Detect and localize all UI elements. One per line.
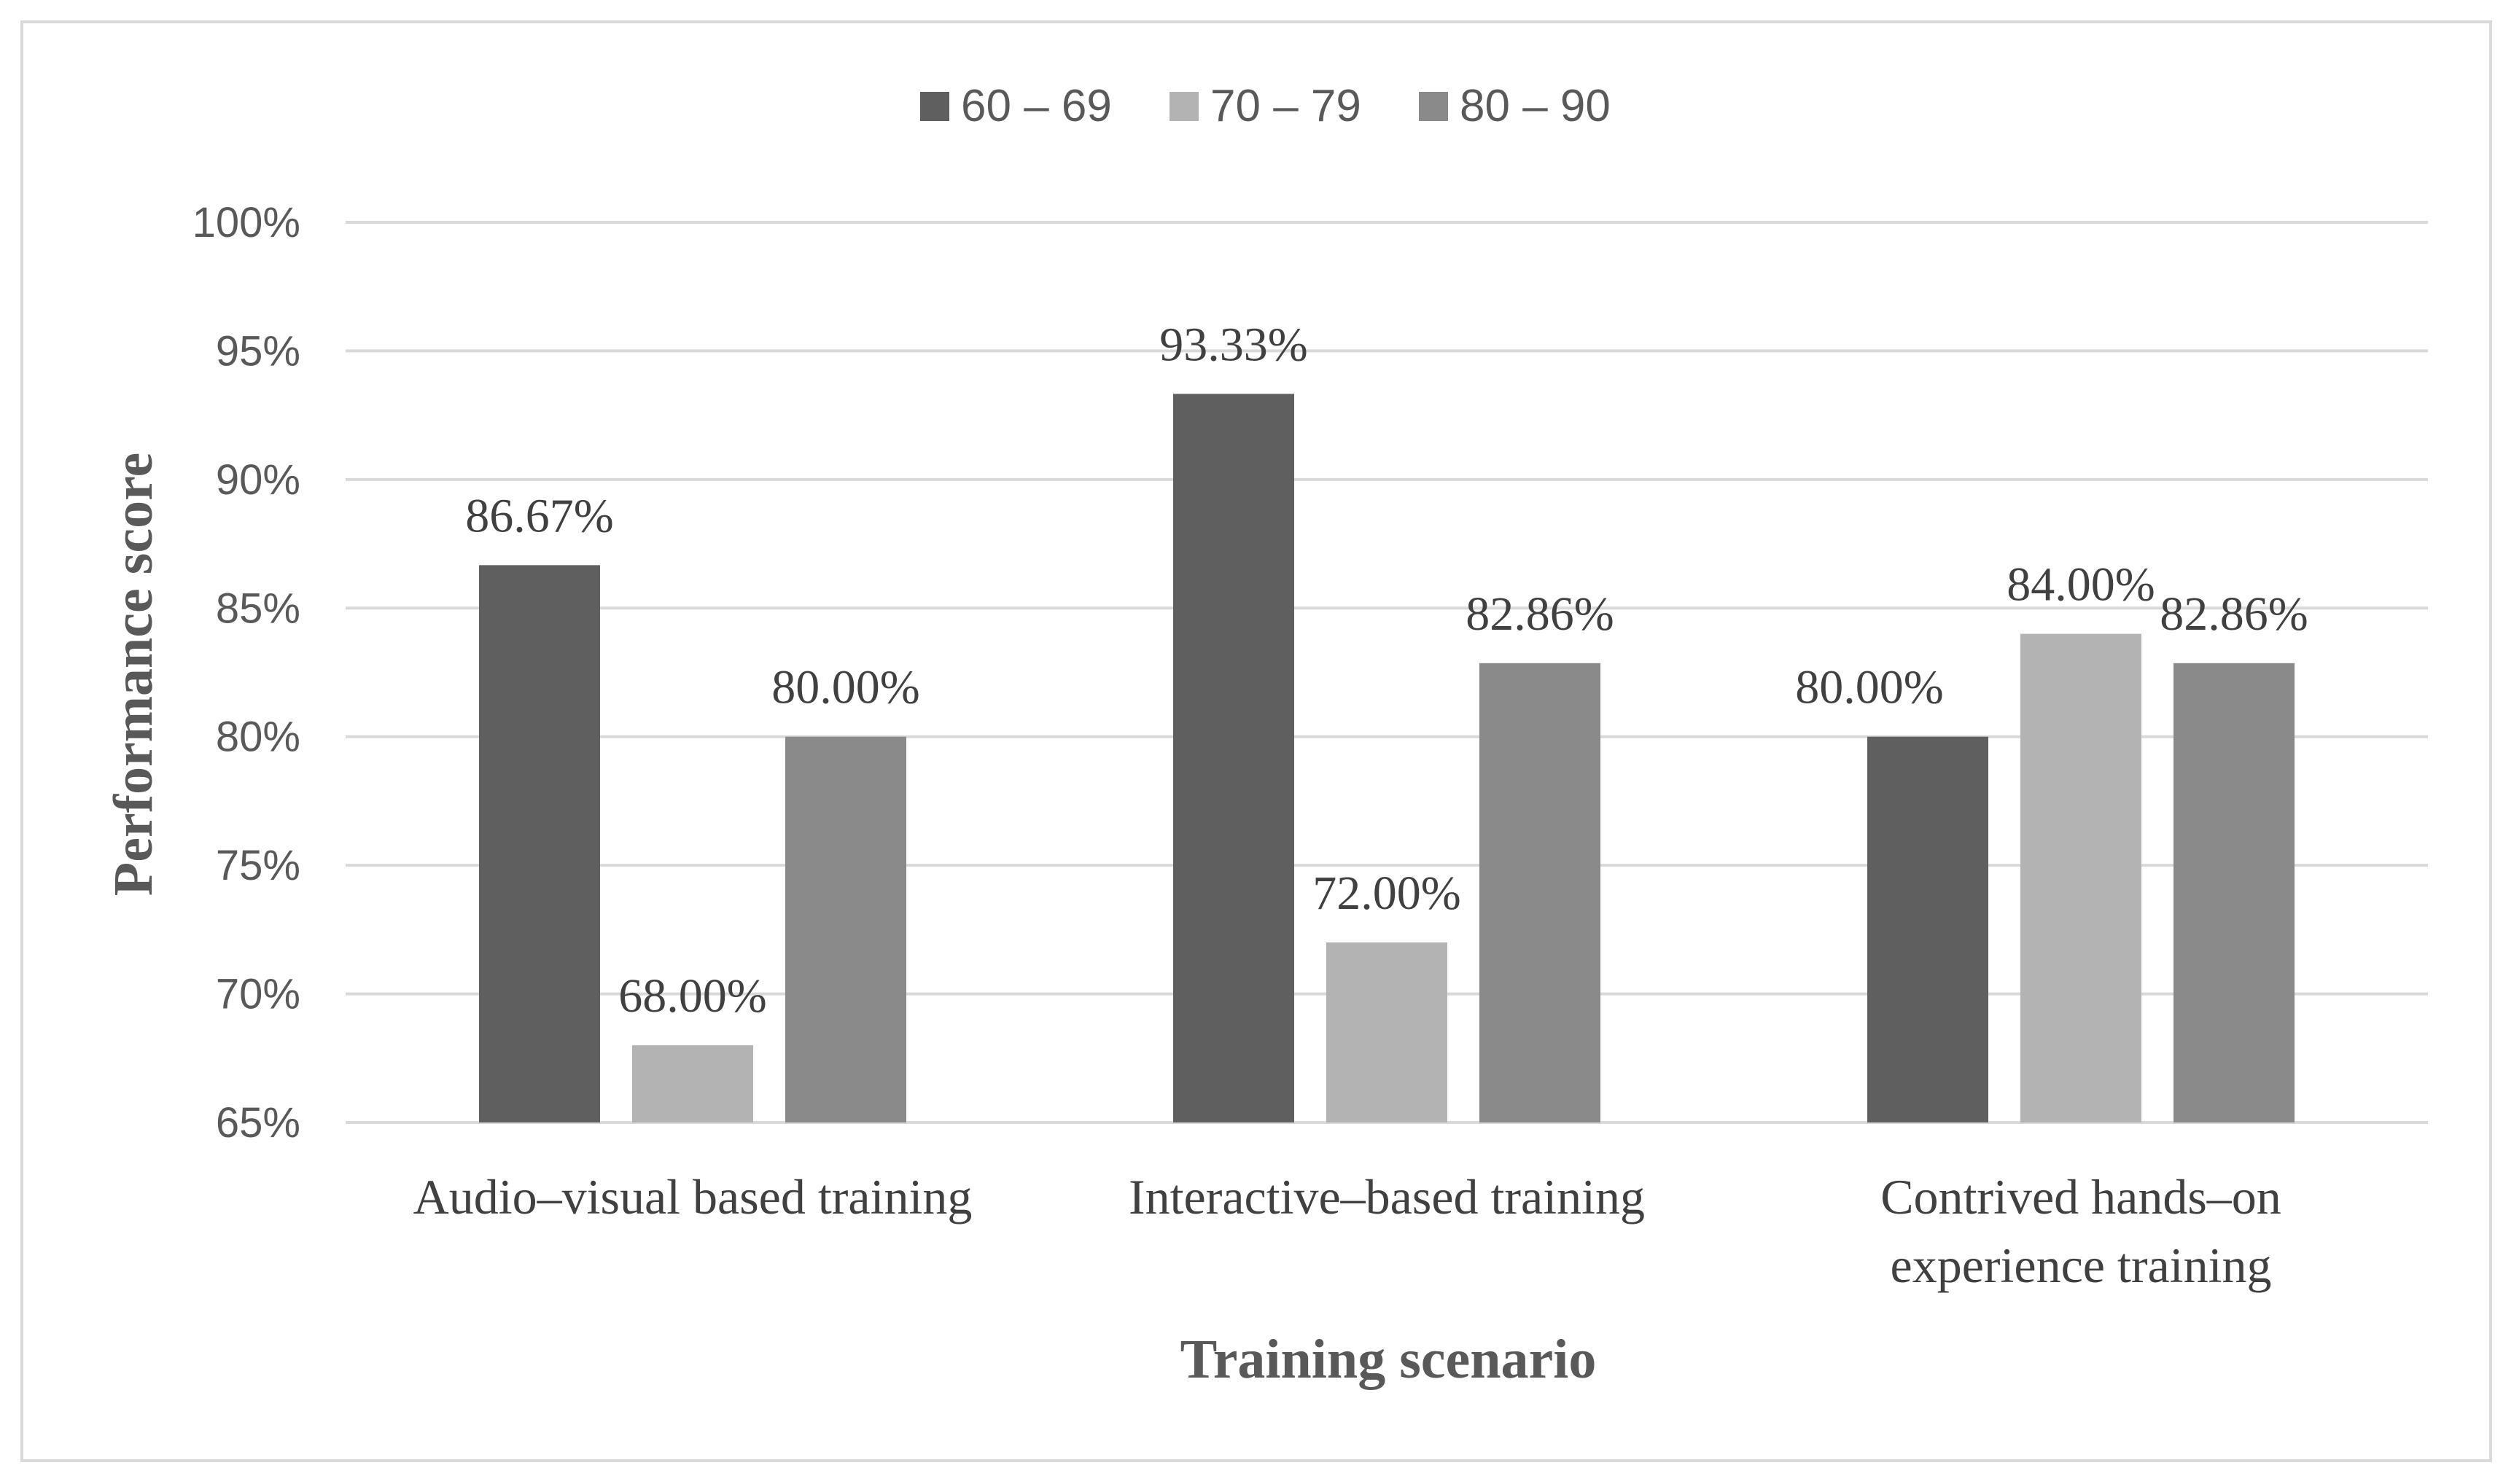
data-label: 72.00% [1312,867,1460,920]
x-tick-label: Interactive–based training [1129,1169,1645,1225]
legend-swatch [920,92,949,121]
x-tick-label: Audio–visual based training [413,1169,973,1225]
bar [2174,663,2295,1122]
bar [1479,663,1600,1122]
x-tick-label: Contrived hands–on experience training [1880,1169,2281,1293]
bar [632,1045,753,1122]
data-label: 68.00% [618,969,766,1023]
y-tick-label: 65% [216,1099,300,1147]
y-tick-label: 80% [216,714,300,761]
data-labels: 86.67% 68.00% 80.00% 93.33% 72.00% 82.86% 80.0… [465,318,2308,1023]
bar [1173,394,1294,1122]
data-label: 80.00% [1795,661,1943,714]
data-label: 80.00% [771,661,919,714]
y-tick-label: 85% [216,585,300,632]
bars [479,394,2295,1122]
bar [2020,633,2141,1122]
legend-label: 80 – 90 [1460,81,1611,131]
data-label: 82.86% [2160,587,2308,641]
x-axis-title: Training scenario [1180,1329,1597,1390]
bar [1326,942,1447,1122]
bar [785,736,906,1122]
data-label: 82.86% [1466,587,1614,641]
y-tick-label: 90% [216,456,300,504]
bar [479,565,600,1122]
x-axis-categories: Audio–visual based training Interactive–b… [413,1169,2281,1293]
legend-label: 60 – 69 [961,81,1112,131]
data-label: 86.67% [465,489,613,542]
data-label: 84.00% [2007,558,2155,612]
y-axis-ticks: 65% 70% 75% 80% 85% 90% 95% 100% [192,199,300,1147]
y-tick-label: 75% [216,842,300,889]
bar [1867,736,1988,1122]
y-tick-label: 70% [216,971,300,1018]
legend: 60 – 69 70 – 79 80 – 90 [920,81,1611,131]
legend-swatch [1170,92,1199,121]
y-axis-title: Performance score [103,453,164,896]
data-label: 93.33% [1159,318,1307,371]
legend-label: 70 – 79 [1210,81,1361,131]
y-tick-label: 95% [216,327,300,375]
y-tick-label: 100% [192,199,300,246]
legend-swatch [1419,92,1448,121]
